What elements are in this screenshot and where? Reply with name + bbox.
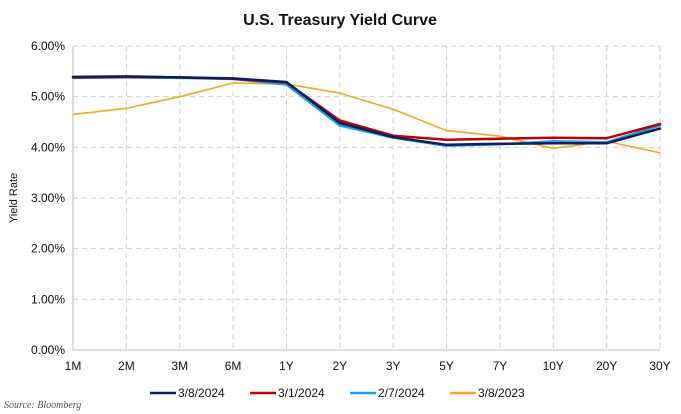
legend-label: 3/1/2024 bbox=[278, 386, 325, 400]
x-tick-label: 3M bbox=[171, 359, 188, 373]
x-tick-label: 6M bbox=[225, 359, 242, 373]
gridlines bbox=[73, 45, 661, 350]
x-tick-label: 1M bbox=[65, 359, 82, 373]
x-tick-label: 30Y bbox=[649, 359, 670, 373]
y-tick-label: 3.00% bbox=[31, 191, 65, 205]
x-tick-label: 1Y bbox=[279, 359, 294, 373]
chart-title: U.S. Treasury Yield Curve bbox=[243, 12, 437, 29]
legend: 3/8/2024 3/1/2024 2/7/2024 3/8/2023 bbox=[150, 386, 525, 400]
x-tick-label: 10Y bbox=[543, 359, 564, 373]
axes bbox=[72, 46, 660, 351]
x-tick-label: 3Y bbox=[386, 359, 401, 373]
series-lines bbox=[71, 75, 662, 154]
series-line-2-7-2024 bbox=[71, 76, 662, 148]
x-tick-label: 5Y bbox=[439, 359, 454, 373]
y-tick-label: 6.00% bbox=[31, 39, 65, 53]
y-axis-label: Yield Rate bbox=[8, 173, 20, 223]
y-tick-label: 0.00% bbox=[31, 343, 65, 357]
legend-label: 2/7/2024 bbox=[378, 386, 425, 400]
y-tick-label: 4.00% bbox=[31, 140, 65, 154]
y-tick-label: 1.00% bbox=[31, 292, 65, 306]
x-tick-label: 2Y bbox=[332, 359, 347, 373]
series-line-3-8-2023 bbox=[72, 82, 661, 154]
x-tick-labels: 1M 2M 3M 6M 1Y 2Y 3Y 5Y 7Y 10Y 20Y 30Y bbox=[65, 359, 671, 373]
x-tick-label: 20Y bbox=[596, 359, 617, 373]
legend-label: 3/8/2024 bbox=[178, 386, 225, 400]
legend-label: 3/8/2023 bbox=[478, 386, 525, 400]
x-tick-label: 7Y bbox=[493, 359, 508, 373]
series-line-3-8-2024 bbox=[71, 75, 662, 147]
y-tick-labels: 0.00% 1.00% 2.00% 3.00% 4.00% 5.00% 6.00% bbox=[31, 39, 65, 357]
x-tick-label: 2M bbox=[118, 359, 135, 373]
y-tick-label: 2.00% bbox=[31, 242, 65, 256]
y-tick-label: 5.00% bbox=[31, 90, 65, 104]
source-note: Source: Bloomberg bbox=[4, 400, 81, 411]
